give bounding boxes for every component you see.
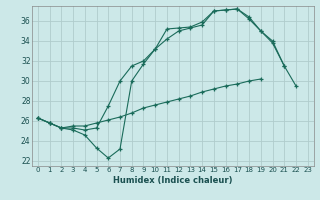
X-axis label: Humidex (Indice chaleur): Humidex (Indice chaleur) xyxy=(113,176,233,185)
